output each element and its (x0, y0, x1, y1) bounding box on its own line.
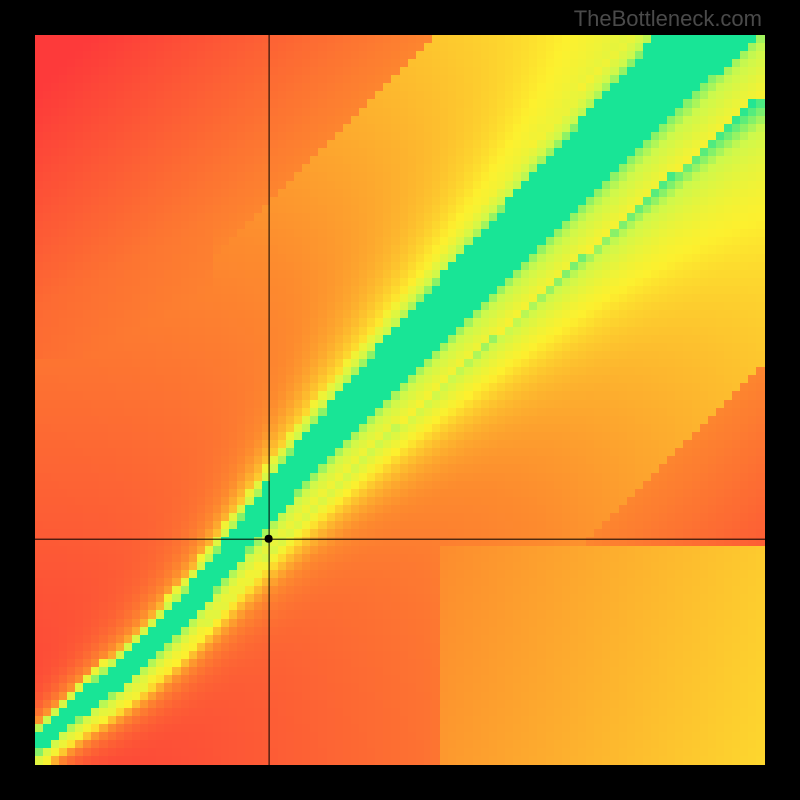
chart-container: TheBottleneck.com (0, 0, 800, 800)
watermark-text: TheBottleneck.com (574, 6, 762, 32)
heatmap-plot (35, 35, 765, 765)
heatmap-canvas (35, 35, 765, 765)
